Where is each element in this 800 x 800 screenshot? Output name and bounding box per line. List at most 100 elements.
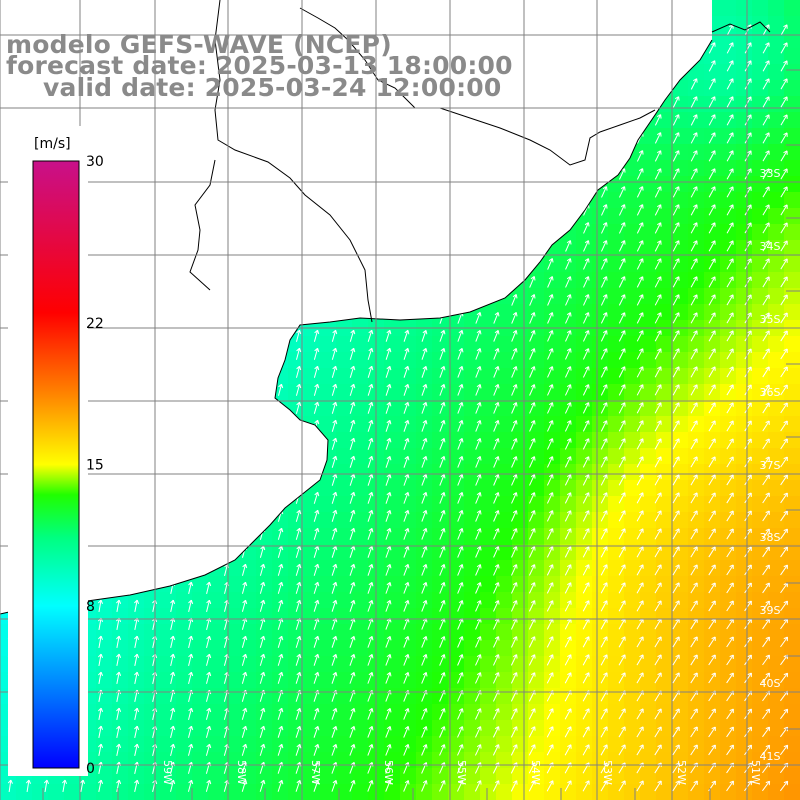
wind-arrow [241, 563, 248, 576]
field-cell [304, 336, 320, 352]
wind-arrow [636, 456, 644, 468]
wind-arrow [206, 653, 212, 666]
wind-arrow [726, 168, 734, 180]
field-cell [192, 736, 208, 752]
field-cell [528, 560, 544, 576]
field-cell [640, 176, 656, 192]
field-cell [592, 352, 608, 368]
field-cell [96, 768, 112, 784]
field-cell [160, 592, 176, 608]
field-cell [480, 672, 496, 688]
field-cell [240, 624, 256, 640]
field-cell [464, 416, 480, 432]
field-cell [112, 784, 128, 800]
wind-arrow [528, 564, 536, 576]
wind-arrow [349, 365, 356, 378]
field-cell [288, 592, 304, 608]
field-cell [528, 480, 544, 496]
wind-arrow [475, 582, 482, 594]
field-cell [768, 112, 784, 128]
wind-arrow [97, 635, 104, 648]
wind-arrow [762, 438, 770, 450]
wind-arrow [277, 707, 284, 720]
field-cell [752, 768, 768, 784]
wind-arrow [439, 726, 446, 738]
wind-arrow [188, 635, 194, 648]
lon-label: 55W [455, 760, 468, 785]
wind-arrow [475, 348, 482, 360]
wind-arrow [439, 401, 446, 414]
wind-arrow [618, 708, 626, 720]
field-cell [624, 592, 640, 608]
wind-arrow [403, 582, 410, 594]
field-cell [768, 704, 784, 720]
field-cell [592, 592, 608, 608]
field-cell [144, 592, 160, 608]
wind-arrow [780, 528, 788, 540]
wind-arrow [511, 474, 518, 486]
field-cell [784, 208, 800, 224]
field-cell [544, 752, 560, 768]
field-cell [688, 128, 704, 144]
field-cell [192, 608, 208, 624]
field-cell [784, 448, 800, 464]
wind-arrow [726, 240, 734, 252]
wind-arrow [457, 528, 464, 540]
field-cell [768, 240, 784, 256]
field-cell [384, 640, 400, 656]
field-cell [400, 400, 416, 416]
field-cell [400, 608, 416, 624]
field-cell [208, 768, 224, 784]
wind-arrow [744, 780, 753, 792]
field-cell [320, 384, 336, 400]
wind-arrow [744, 672, 752, 684]
wind-arrow [654, 366, 662, 378]
wind-arrow [780, 546, 788, 558]
wind-arrow [762, 726, 771, 738]
wind-arrow [295, 779, 302, 792]
field-cell [384, 672, 400, 688]
wind-arrow [582, 420, 590, 432]
wind-arrow [654, 204, 662, 216]
field-cell [672, 128, 688, 144]
field-cell [736, 384, 752, 400]
field-cell [144, 736, 160, 752]
wind-arrow [493, 384, 500, 396]
field-cell [688, 160, 704, 176]
field-cell [528, 416, 544, 432]
wind-arrow [188, 599, 194, 612]
field-cell [160, 736, 176, 752]
field-cell [384, 704, 400, 720]
colorbar-tick-label: 22 [86, 316, 104, 332]
wind-arrow [528, 528, 536, 540]
field-cell [752, 752, 768, 768]
wind-arrow [474, 780, 482, 792]
wind-arrow [654, 546, 662, 558]
wind-arrow [600, 366, 608, 378]
field-cell [496, 752, 512, 768]
wind-arrow [349, 437, 356, 450]
wind-arrow [349, 743, 356, 756]
field-cell [480, 544, 496, 560]
field-cell [608, 640, 624, 656]
field-cell [576, 400, 592, 416]
field-cell [448, 624, 464, 640]
wind-arrow [762, 672, 770, 684]
wind-arrow [690, 564, 698, 576]
wind-arrow [421, 365, 428, 378]
field-cell [144, 704, 160, 720]
field-cell [672, 464, 688, 480]
wind-arrow [403, 545, 410, 558]
wind-arrow [241, 707, 248, 720]
wind-arrow [708, 204, 716, 216]
wind-arrow [421, 528, 428, 540]
wind-arrow [762, 96, 770, 108]
wind-arrow [403, 563, 410, 576]
field-cell [352, 784, 368, 800]
wind-arrow [708, 150, 716, 162]
wind-arrow [187, 779, 194, 792]
field-cell [592, 272, 608, 288]
wind-arrow [762, 402, 770, 414]
field-cell [240, 784, 256, 800]
wind-arrow [726, 114, 734, 126]
